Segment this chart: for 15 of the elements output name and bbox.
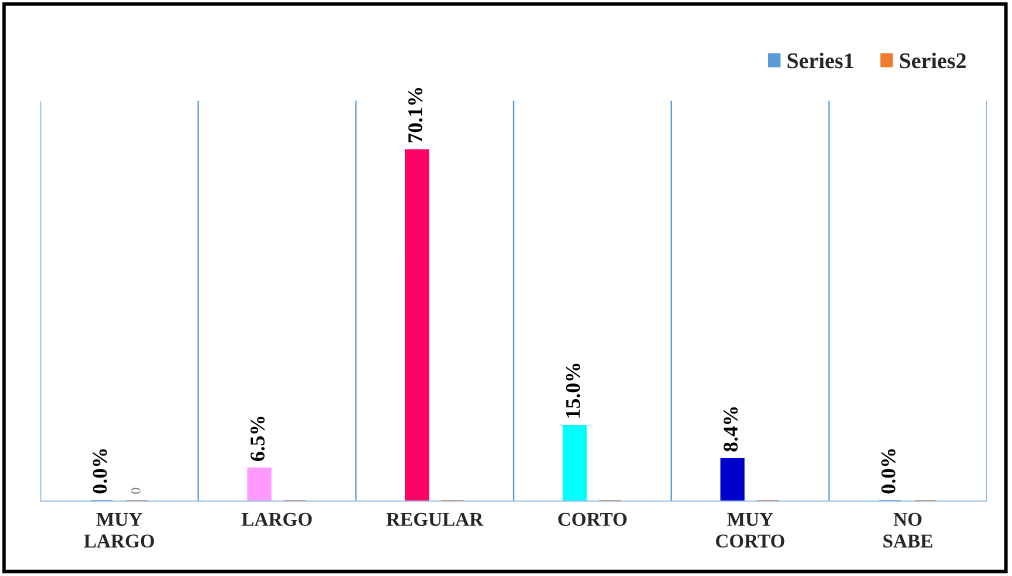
x-tick-label: NO SABE: [883, 512, 933, 548]
data-label: 70.1%: [408, 88, 423, 143]
data-label: 15.0%: [565, 363, 581, 418]
legend-label: Series1: [787, 52, 854, 69]
data-label: 6.5%: [250, 416, 265, 461]
data-label: 8.4%: [723, 407, 738, 452]
x-tick-label: MUY LARGO: [84, 512, 155, 548]
data-label: 0.0%: [92, 449, 107, 494]
legend-label: Series2: [900, 52, 966, 69]
data-label: 0: [131, 487, 141, 494]
x-tick-label: MUY CORTO: [715, 512, 785, 548]
data-label: 0.0%: [881, 449, 896, 494]
x-tick-label: LARGO: [241, 512, 312, 526]
x-tick-label: CORTO: [558, 512, 627, 526]
x-tick-label: REGULAR: [386, 512, 484, 526]
